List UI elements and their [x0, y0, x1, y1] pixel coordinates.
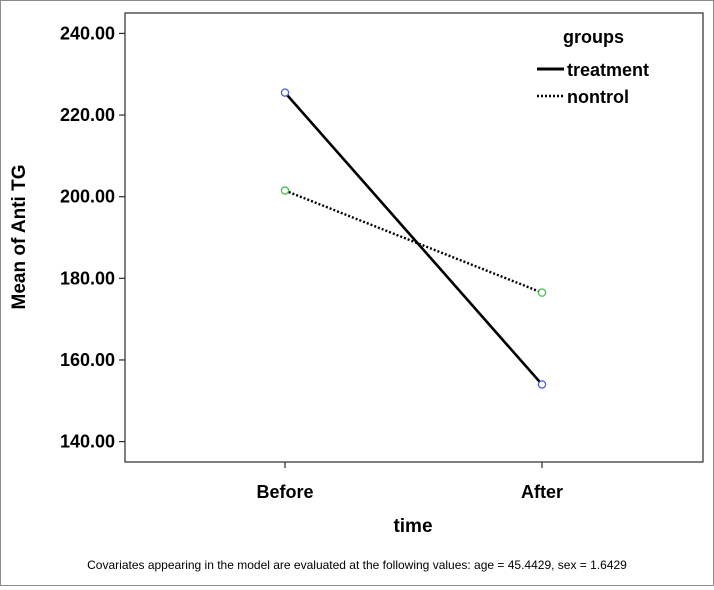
series-line-treatment [284, 91, 543, 386]
y-tick-label: 200.00 [60, 187, 115, 207]
x-tick-label: Before [256, 482, 313, 502]
data-point-nontrol [537, 288, 547, 297]
y-axis-label: Mean of Anti TG [9, 165, 30, 310]
series-lines [284, 91, 543, 386]
x-axis-label: time [393, 516, 432, 537]
y-axis: 140.00 160.00 180.00 200.00 220.00 240.00 [60, 23, 125, 452]
y-tick-label: 140.00 [60, 432, 115, 452]
series-markers [280, 88, 547, 389]
data-point-treatment [537, 380, 547, 389]
y-tick-label: 240.00 [60, 23, 115, 43]
x-tick-label: After [521, 482, 563, 502]
footnote: Covariates appearing in the model are ev… [87, 558, 627, 572]
data-point-treatment [280, 88, 290, 97]
x-axis: Before After [256, 462, 563, 502]
legend-title: groups [563, 27, 624, 47]
legend-label-treatment: treatment [567, 60, 649, 80]
data-point-nontrol [280, 186, 290, 195]
legend-label-nontrol: nontrol [567, 87, 629, 107]
y-tick-label: 160.00 [60, 350, 115, 370]
y-tick-label: 220.00 [60, 105, 115, 125]
y-tick-label: 180.00 [60, 268, 115, 288]
legend: groups treatment nontrol [537, 27, 649, 107]
